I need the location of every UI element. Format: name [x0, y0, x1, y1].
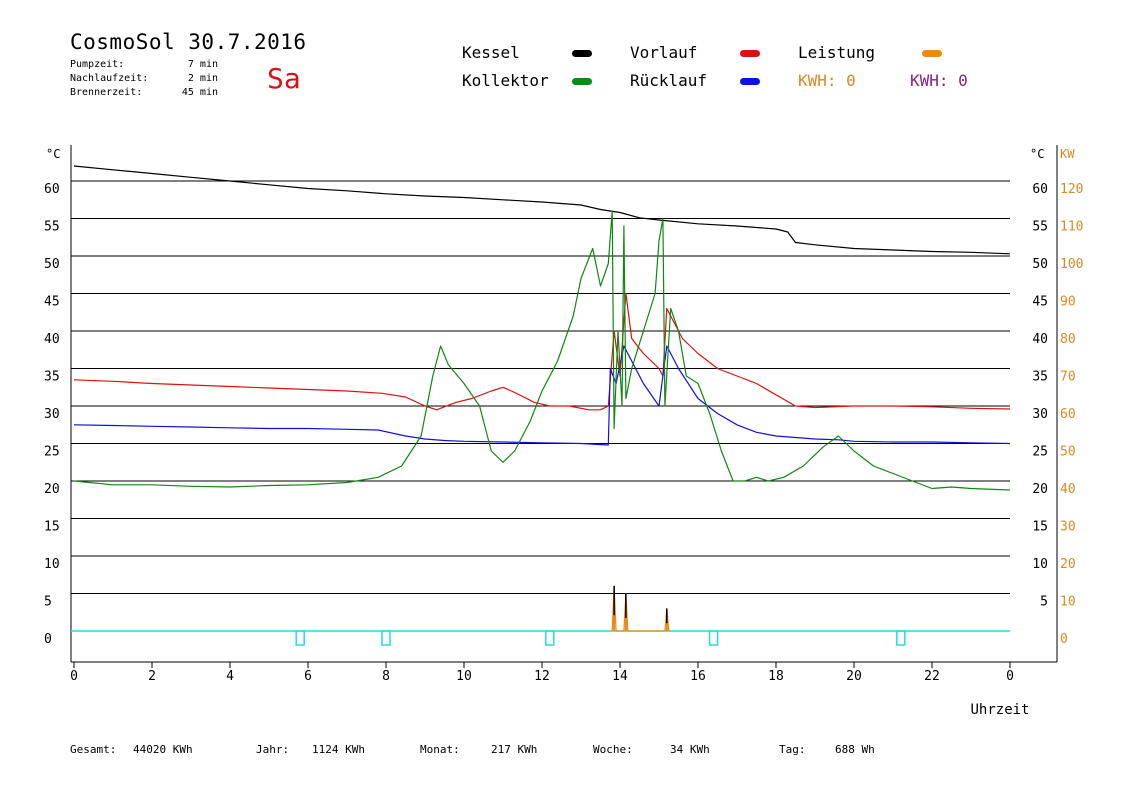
y-left-tick-label: 15: [44, 520, 60, 535]
info-value-nachlaufzeit: 2 min: [187, 73, 218, 84]
y2-tick-label: 90: [1060, 295, 1076, 310]
pump-marker: [545, 630, 555, 646]
y2-tick-label: 80: [1060, 332, 1076, 347]
y-right-tick-label: 35: [1032, 370, 1048, 385]
footer-tag-label: Tag:: [779, 743, 806, 756]
y-right-tick-label: 25: [1032, 445, 1048, 460]
y-right-tick-label: 5: [1040, 595, 1048, 610]
y-left-tick-label: 30: [44, 407, 60, 422]
x-tick-label: 16: [690, 669, 706, 684]
footer-woche-value: 34 KWh: [670, 743, 710, 756]
legend-kessel-label: Kessel: [462, 43, 520, 62]
info-value-pumpzeit: 7 min: [187, 59, 218, 70]
y2-tick-label: 10: [1060, 595, 1076, 610]
info-label-nachlaufzeit: Nachlaufzeit:: [70, 73, 149, 84]
footer-gesamt-label: Gesamt:: [70, 743, 117, 756]
y-right-tick-label: 55: [1032, 220, 1048, 235]
y-left-tick-label: 45: [44, 295, 60, 310]
x-tick-label: 22: [924, 669, 940, 684]
y2-tick-label: 100: [1060, 257, 1083, 272]
y-left-tick-label: 40: [44, 332, 60, 347]
series-kollektor-line: [73, 210, 1011, 491]
footer-gesamt-value: 44020 KWh: [133, 743, 193, 756]
footer-woche-label: Woche:: [593, 743, 633, 756]
y2-tick-label: 60: [1060, 407, 1076, 422]
info-label-brennerzeit: Brennerzeit:: [70, 87, 143, 98]
weekday-label: Sa: [267, 62, 301, 95]
legend-ruecklauf-swatch: [740, 78, 760, 85]
y2-axis-unit: KW: [1060, 147, 1075, 161]
y2-tick-label: 40: [1060, 482, 1076, 497]
legend-kwh-2: KWH: 0: [910, 71, 968, 90]
x-tick-label: 0: [1006, 669, 1014, 684]
series-kessel-line: [73, 165, 1011, 255]
x-tick-label: 6: [304, 669, 312, 684]
legend-ruecklauf-label: Rücklauf: [630, 71, 708, 90]
y2-tick-label: 50: [1060, 445, 1076, 460]
series-vorlauf-line: [73, 292, 1011, 411]
pump-marker: [381, 630, 391, 646]
y2-tick-label: 120: [1060, 182, 1083, 197]
pump-marker: [896, 630, 906, 646]
x-tick-label: 14: [612, 669, 628, 684]
x-tick-label: 10: [456, 669, 472, 684]
pump-marker: [295, 630, 305, 646]
y-axis-left-unit: °C: [46, 147, 60, 161]
y2-tick-label: 0: [1060, 632, 1068, 647]
y-left-tick-label: 0: [44, 632, 52, 647]
legend-kollektor-label: Kollektor: [462, 71, 549, 90]
label-layer: 0 2 4 6 8 10 12 14 16 18 20 22 0Uhrzeit°C60555045403…: [44, 147, 1083, 718]
y-right-tick-label: 45: [1032, 295, 1048, 310]
y-left-tick-label: 35: [44, 370, 60, 385]
y-right-tick-label: 60: [1032, 182, 1048, 197]
legend-kwh-1: KWH: 0: [798, 71, 856, 90]
footer-monat-value: 217 KWh: [491, 743, 538, 756]
y-left-tick-label: 50: [44, 257, 60, 272]
x-axis-label: Uhrzeit: [970, 702, 1029, 718]
y-left-tick-label: 60: [44, 182, 60, 197]
x-tick-label: 18: [768, 669, 784, 684]
legend-vorlauf-label: Vorlauf: [630, 43, 698, 62]
footer-monat-label: Monat:: [420, 743, 460, 756]
x-tick-label: 8: [382, 669, 390, 684]
footer-jahr-value: 1124 KWh: [312, 743, 365, 756]
y-right-tick-label: 15: [1032, 520, 1048, 535]
legend-kollektor-swatch: [572, 78, 592, 85]
y-right-tick-label: 20: [1032, 482, 1048, 497]
info-value-brennerzeit: 45 min: [181, 87, 218, 98]
legend-leistung-label: Leistung: [798, 43, 876, 62]
y-axis-right-unit: °C: [1030, 147, 1044, 161]
info-label-pumpzeit: Pumpzeit:: [70, 59, 125, 70]
y-right-tick-label: 50: [1032, 257, 1048, 272]
legend-leistung-swatch: [922, 50, 942, 57]
x-tick-label: 4: [226, 669, 234, 684]
series-layer: [71, 165, 1011, 646]
x-tick-label: 0: [70, 669, 78, 684]
y2-tick-label: 30: [1060, 520, 1076, 535]
y-right-tick-label: 10: [1032, 557, 1048, 572]
y2-tick-label: 70: [1060, 370, 1076, 385]
axis-layer: [70, 145, 1058, 668]
y-left-tick-label: 25: [44, 445, 60, 460]
footer-jahr-label: Jahr:: [256, 743, 290, 756]
y-left-tick-label: 55: [44, 220, 60, 235]
y-left-tick-label: 5: [44, 595, 52, 610]
footer-tag-value: 688 Wh: [835, 743, 875, 756]
y-right-tick-label: 30: [1032, 407, 1048, 422]
pump-marker: [708, 630, 719, 646]
chart-title: CosmoSol 30.7.2016: [70, 30, 307, 54]
y2-tick-label: 110: [1060, 220, 1083, 235]
x-tick-label: 2: [148, 669, 156, 684]
x-tick-label: 12: [534, 669, 550, 684]
series-leistung-line: [611, 585, 670, 632]
legend-vorlauf-swatch: [740, 50, 760, 57]
series-rcklauf-line: [73, 345, 1011, 446]
y2-tick-label: 20: [1060, 557, 1076, 572]
x-tick-label: 20: [846, 669, 862, 684]
y-right-tick-label: 40: [1032, 332, 1048, 347]
legend-kessel-swatch: [572, 50, 592, 57]
y-left-tick-label: 10: [44, 557, 60, 572]
y-left-tick-label: 20: [44, 482, 60, 497]
